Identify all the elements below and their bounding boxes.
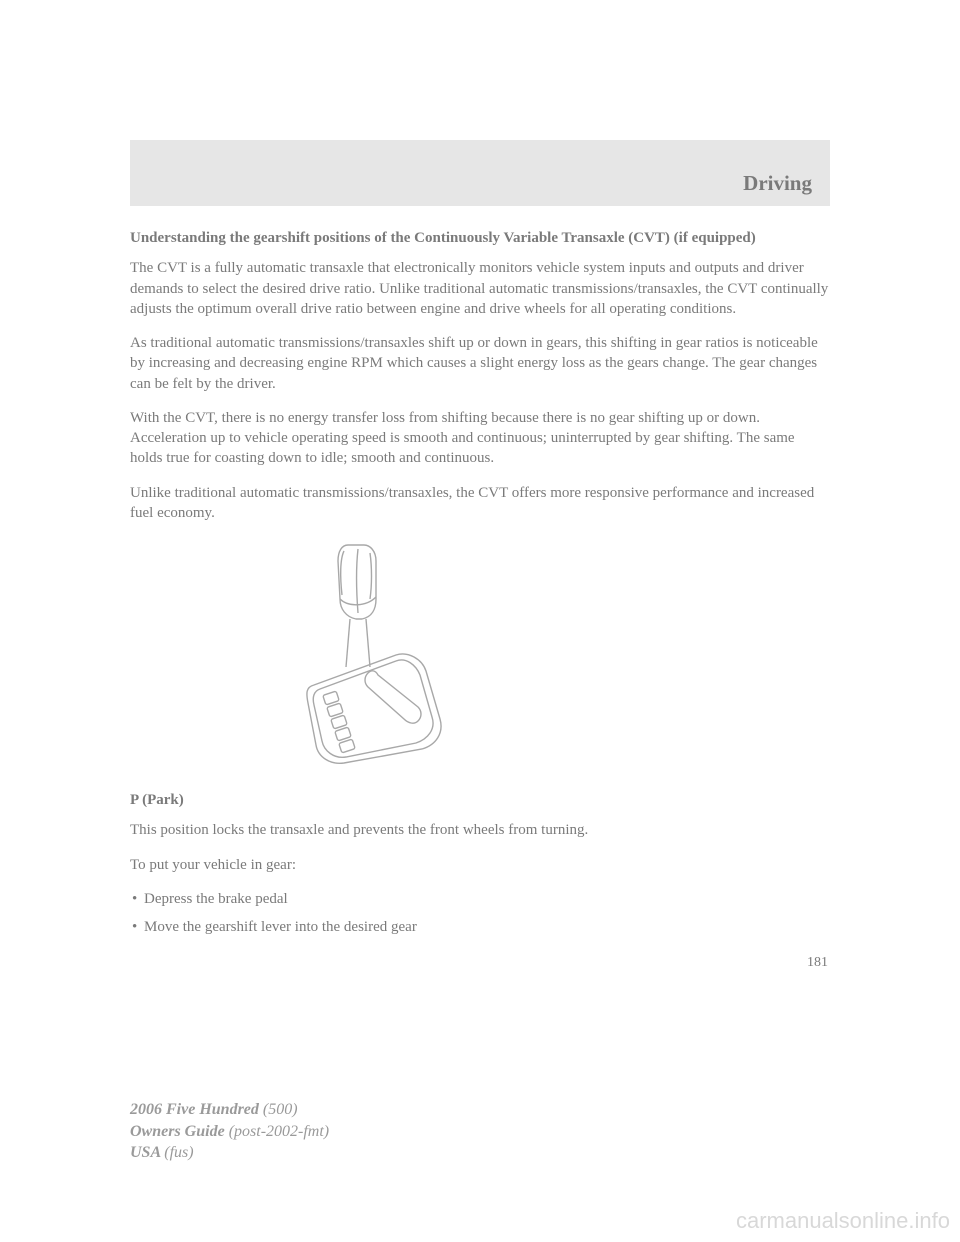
footer-region: USA — [130, 1144, 164, 1161]
bullet-2: •Move the gearshift lever into the desir… — [130, 917, 830, 937]
cvt-para-4: Unlike traditional automatic transmissio… — [130, 483, 830, 524]
footer-guide: Owners Guide — [130, 1123, 229, 1140]
bullet-1: •Depress the brake pedal — [130, 889, 830, 909]
cvt-para-1: The CVT is a fully automatic transaxle t… — [130, 258, 830, 319]
gearshift-illustration — [300, 537, 830, 772]
bullet-1-text: Depress the brake pedal — [144, 891, 288, 907]
footer: 2006 Five Hundred (500) Owners Guide (po… — [130, 1099, 329, 1164]
footer-model: 2006 Five Hundred — [130, 1101, 263, 1118]
cvt-para-3: With the CVT, there is no energy transfe… — [130, 408, 830, 469]
bullet-2-text: Move the gearshift lever into the desire… — [144, 919, 417, 935]
footer-model-code: (500) — [263, 1101, 298, 1118]
park-heading: P (Park) — [130, 790, 830, 810]
cvt-para-2: As traditional automatic transmissions/t… — [130, 333, 830, 394]
park-para-2: To put your vehicle in gear: — [130, 855, 830, 875]
footer-region-code: (fus) — [164, 1144, 193, 1161]
watermark: carmanualsonline.info — [736, 1208, 950, 1234]
header-bar: Driving — [130, 140, 830, 206]
header-title: Driving — [743, 171, 812, 196]
page-number: 181 — [130, 955, 830, 971]
park-para-1: This position locks the transaxle and pr… — [130, 820, 830, 840]
footer-guide-fmt: (post-2002-fmt) — [229, 1123, 329, 1140]
cvt-heading: Understanding the gearshift positions of… — [130, 228, 830, 248]
